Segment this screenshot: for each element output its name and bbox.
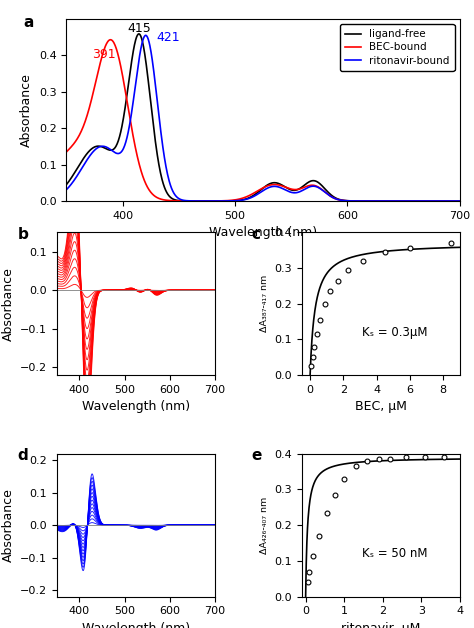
Text: 415: 415 xyxy=(128,22,151,35)
Text: a: a xyxy=(23,15,34,30)
X-axis label: BEC, μM: BEC, μM xyxy=(355,401,407,413)
Text: b: b xyxy=(18,227,28,242)
Y-axis label: ΔA₃₈₇-₄₁₇ nm: ΔA₃₈₇-₄₁₇ nm xyxy=(260,275,269,332)
Legend: ligand-free, BEC-bound, ritonavir-bound: ligand-free, BEC-bound, ritonavir-bound xyxy=(340,24,455,71)
X-axis label: ritonavir, μM: ritonavir, μM xyxy=(341,622,420,628)
Text: 391: 391 xyxy=(91,48,115,61)
X-axis label: Wavelength (nm): Wavelength (nm) xyxy=(82,622,190,628)
Text: Kₛ = 50 nM: Kₛ = 50 nM xyxy=(362,547,428,560)
Text: 421: 421 xyxy=(156,31,180,45)
Text: c: c xyxy=(251,227,260,242)
Y-axis label: Absorbance: Absorbance xyxy=(20,73,33,147)
X-axis label: Wavelength (nm): Wavelength (nm) xyxy=(82,401,190,413)
X-axis label: Wavelength (nm): Wavelength (nm) xyxy=(209,226,317,239)
Y-axis label: Absorbance: Absorbance xyxy=(1,488,15,562)
Y-axis label: ΔA₄₂₆-₄₀₇ nm: ΔA₄₂₆-₄₀₇ nm xyxy=(260,497,269,554)
Y-axis label: Absorbance: Absorbance xyxy=(1,267,15,341)
Text: e: e xyxy=(251,448,262,463)
Text: d: d xyxy=(18,448,28,463)
Text: Kₛ = 0.3μM: Kₛ = 0.3μM xyxy=(362,326,428,339)
